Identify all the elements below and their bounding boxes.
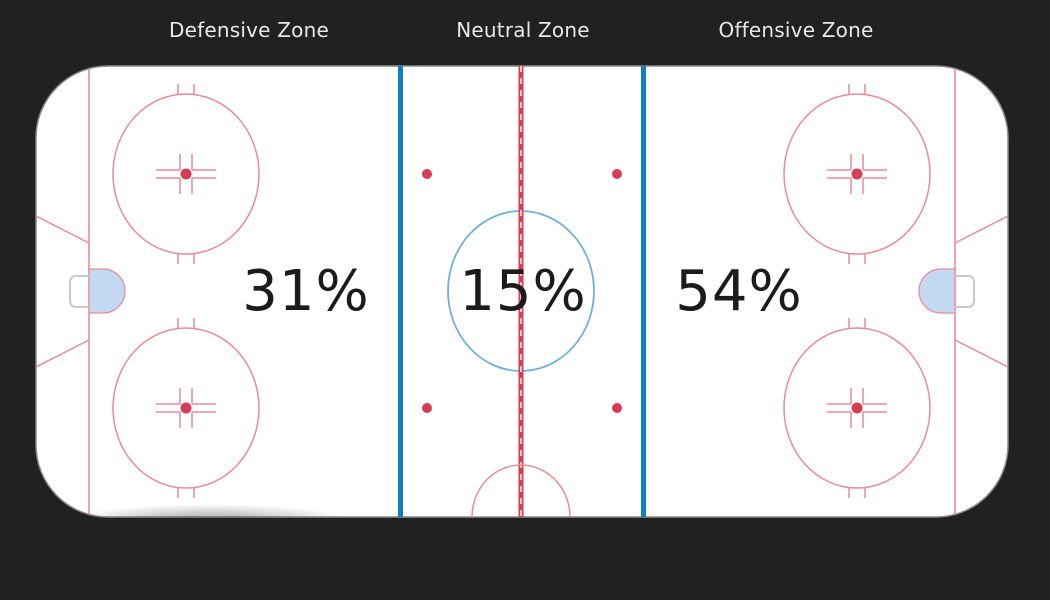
- defensive-zone-percent: 31%: [242, 259, 370, 324]
- left-trapezoid: [36, 215, 90, 368]
- offensive-blue-line: [641, 66, 646, 517]
- neutral-dot-bottom-right: [612, 403, 622, 413]
- neutral-dot-top-left: [422, 169, 432, 179]
- neutral-dot-bottom-left: [422, 403, 432, 413]
- neutral-dot-top-right: [612, 169, 622, 179]
- offensive-zone-label: Offensive Zone: [718, 18, 874, 42]
- faceoff-circle-offensive-bottom: [783, 318, 931, 498]
- faceoff-dot: [851, 402, 863, 414]
- right-goal-crease: [918, 268, 956, 314]
- right-goal-net: [955, 275, 975, 308]
- shadow-smudge: [70, 504, 350, 517]
- referee-crease: [471, 464, 571, 517]
- faceoff-dot: [180, 168, 192, 180]
- defensive-blue-line: [398, 66, 403, 517]
- neutral-zone-percent: 15%: [459, 259, 587, 324]
- faceoff-dot: [851, 168, 863, 180]
- neutral-zone-label: Neutral Zone: [456, 18, 590, 42]
- center-red-line: [518, 66, 524, 517]
- faceoff-circle-defensive-bottom: [112, 318, 260, 498]
- faceoff-dot: [180, 402, 192, 414]
- left-goal-net: [69, 275, 89, 308]
- neutral-zone-dots: [422, 169, 622, 413]
- faceoff-circle-defensive-top: [112, 84, 260, 264]
- faceoff-circle-offensive-top: [783, 84, 931, 264]
- offensive-zone-percent: 54%: [675, 259, 803, 324]
- defensive-zone-label: Defensive Zone: [169, 18, 329, 42]
- left-goal-crease: [88, 268, 126, 314]
- right-trapezoid: [954, 215, 1008, 368]
